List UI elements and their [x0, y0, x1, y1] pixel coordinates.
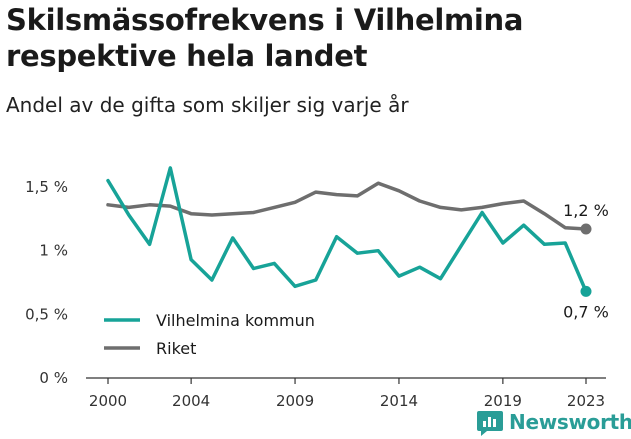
series-line-vilhelmina: [106, 166, 588, 294]
end-value-label-vilhelmina: 0,7 %: [563, 302, 609, 321]
series-lines: [106, 166, 588, 294]
x-tick-label: 2000: [89, 392, 127, 410]
x-tick-label: 2019: [484, 392, 522, 410]
chart-title: Skilsmässofrekvens i Vilhelmina respekti…: [6, 3, 524, 73]
bar-chart-logo-icon: [477, 411, 503, 436]
x-tick-label: 2023: [567, 392, 605, 410]
legend-label: Vilhelmina kommun: [156, 311, 315, 330]
y-tick-label: 1 %: [39, 242, 68, 260]
series-line-riket: [106, 181, 588, 231]
end-value-label-riket: 1,2 %: [563, 201, 609, 220]
y-tick-label: 0 %: [39, 369, 68, 387]
brand-name: Newsworthy: [509, 410, 631, 434]
legend-label: Riket: [156, 339, 196, 358]
series-endpoints: 1,2 % 0,7 %: [563, 201, 609, 321]
endpoint-dot-vilhelmina: [580, 285, 592, 297]
y-tick-label: 0,5 %: [25, 305, 68, 323]
x-tick-label: 2009: [276, 392, 314, 410]
legend: Vilhelmina kommun Riket: [104, 311, 315, 358]
y-axis: 0 % 0,5 % 1 % 1,5 %: [25, 178, 68, 387]
chart-subtitle: Andel av de gifta som skiljer sig varje …: [6, 93, 409, 117]
brand-logo: Newsworthy: [477, 407, 631, 437]
endpoint-dot-riket: [580, 223, 592, 235]
x-axis: 2000 2004 2009 2014 2019 2023: [86, 377, 606, 410]
x-tick-label: 2004: [172, 392, 210, 410]
x-tick-label: 2014: [380, 392, 418, 410]
y-tick-label: 1,5 %: [25, 178, 68, 196]
